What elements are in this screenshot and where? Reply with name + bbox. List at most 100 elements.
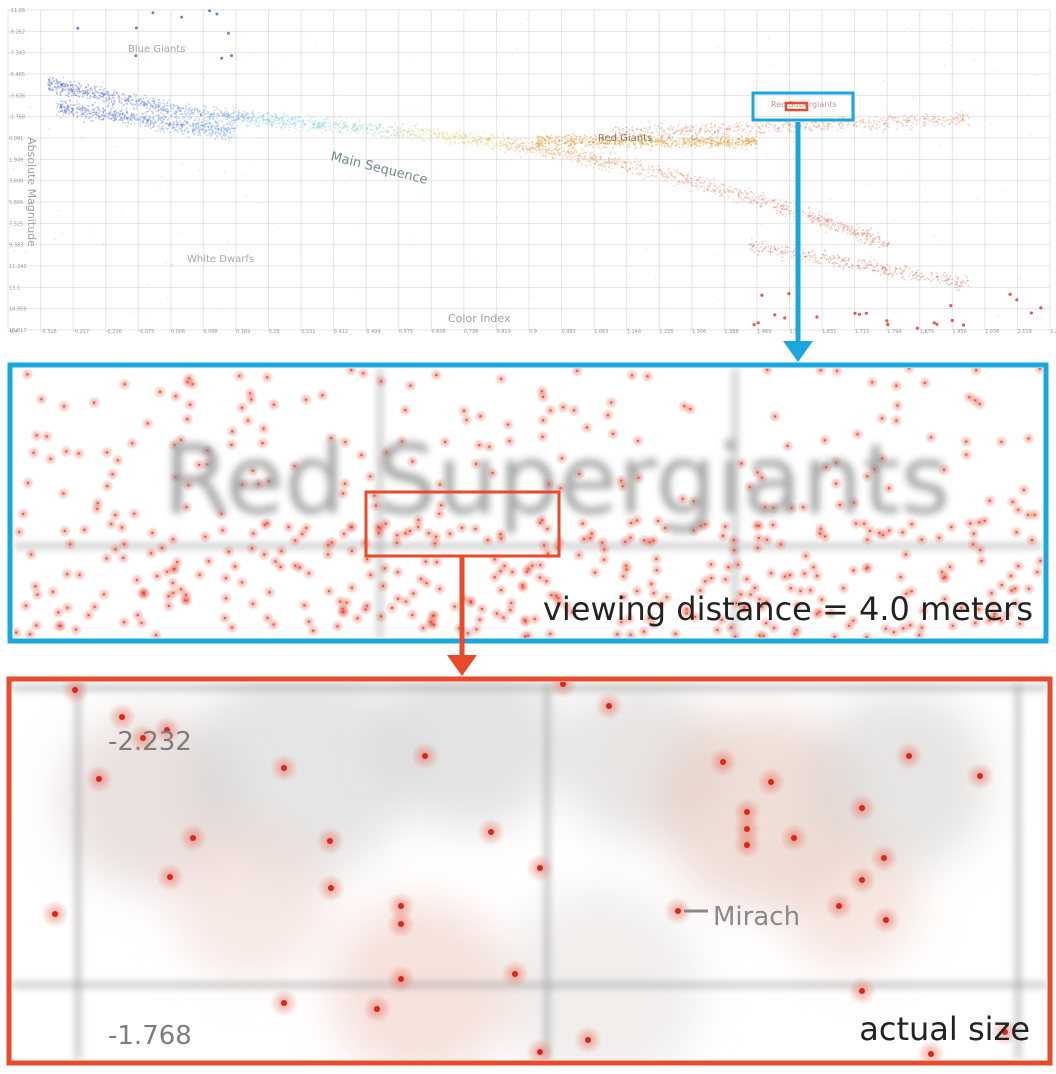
star-point: [941, 280, 944, 282]
star-point: [219, 135, 222, 138]
star-point: [882, 245, 885, 248]
star-point: [726, 188, 729, 191]
star-point: [541, 151, 544, 154]
star-point: [737, 191, 740, 194]
star-point: [203, 105, 206, 108]
star-point: [244, 33, 246, 36]
star-point: [299, 116, 302, 118]
star-point: [465, 134, 467, 137]
star-point: [516, 138, 519, 141]
star-point: [506, 137, 509, 140]
star-point: [199, 131, 202, 134]
star-point: [628, 167, 631, 170]
star-point: [599, 148, 601, 151]
star-point: [954, 280, 956, 283]
star-point: [857, 261, 860, 263]
star-point: [762, 240, 764, 243]
star-point: [558, 151, 560, 154]
star-point: [103, 94, 105, 96]
star-point: [393, 129, 395, 132]
star-point: [863, 242, 866, 245]
star-point: [140, 116, 142, 119]
star-point: [708, 184, 711, 187]
star-point: [207, 129, 210, 131]
star-point: [378, 123, 381, 126]
star-point: [945, 119, 948, 122]
star-point: [916, 119, 919, 121]
star-point: [687, 175, 689, 178]
star-point: [67, 107, 70, 109]
star-point: [744, 196, 746, 199]
star-point: [55, 92, 58, 94]
star-point: [106, 105, 109, 107]
star-point: [566, 155, 569, 158]
star-point: [77, 88, 80, 90]
star-point: [213, 120, 216, 123]
star-point: [155, 121, 158, 124]
star-point: [89, 95, 92, 97]
star-point: [737, 194, 740, 196]
star-point: [445, 136, 447, 139]
star-point: [342, 124, 345, 126]
star-point: [57, 80, 60, 83]
star-point: [857, 233, 859, 236]
star-point: [141, 103, 144, 106]
star-point: [700, 139, 703, 141]
star-point: [639, 144, 642, 147]
star-point: [761, 202, 764, 205]
star-point: [589, 143, 591, 146]
star-point: [233, 111, 236, 114]
star-point: [718, 141, 721, 144]
star-point: [703, 139, 706, 142]
star-point: [204, 126, 207, 129]
star-point: [857, 259, 860, 262]
star-point: [682, 181, 685, 184]
star-point: [723, 191, 726, 194]
star-point: [831, 224, 834, 227]
star-point: [590, 156, 592, 159]
star-point: [446, 137, 448, 140]
star-point: [315, 44, 317, 46]
star-point: [578, 154, 581, 157]
star-point: [935, 272, 938, 274]
star-point: [880, 264, 883, 267]
star-point: [861, 259, 863, 262]
star-point: [764, 202, 767, 205]
star-point: [554, 148, 556, 151]
star-point: [559, 154, 561, 157]
star-point: [115, 92, 118, 94]
star-point: [277, 119, 280, 122]
star-point: [133, 108, 136, 111]
star-point: [593, 158, 596, 161]
star-point: [780, 259, 783, 262]
star-point: [479, 137, 482, 140]
star-point: [234, 127, 237, 130]
star-point: [678, 137, 680, 140]
star-point: [375, 128, 378, 130]
star-point: [291, 118, 294, 120]
star-point: [356, 129, 359, 132]
star-point: [233, 133, 235, 136]
star-point: [463, 133, 466, 136]
star-point: [818, 123, 820, 126]
star-point: [847, 124, 849, 127]
star-point: [426, 129, 429, 131]
star-point: [84, 114, 87, 117]
star-point: [682, 180, 684, 182]
star-point: [813, 261, 816, 264]
star-point: [344, 121, 347, 123]
star-point: [741, 147, 743, 150]
star-point: [105, 93, 108, 96]
star-point: [128, 94, 131, 97]
star-point: [638, 174, 640, 176]
star-point: [238, 116, 241, 119]
star-point: [772, 206, 775, 209]
star-point: [156, 125, 159, 128]
star-point: [467, 141, 470, 144]
star-point: [809, 218, 812, 221]
star-point: [926, 277, 928, 280]
star-point: [621, 160, 623, 163]
star-point: [322, 122, 325, 125]
star-point: [934, 117, 936, 119]
star-point: [143, 102, 146, 104]
